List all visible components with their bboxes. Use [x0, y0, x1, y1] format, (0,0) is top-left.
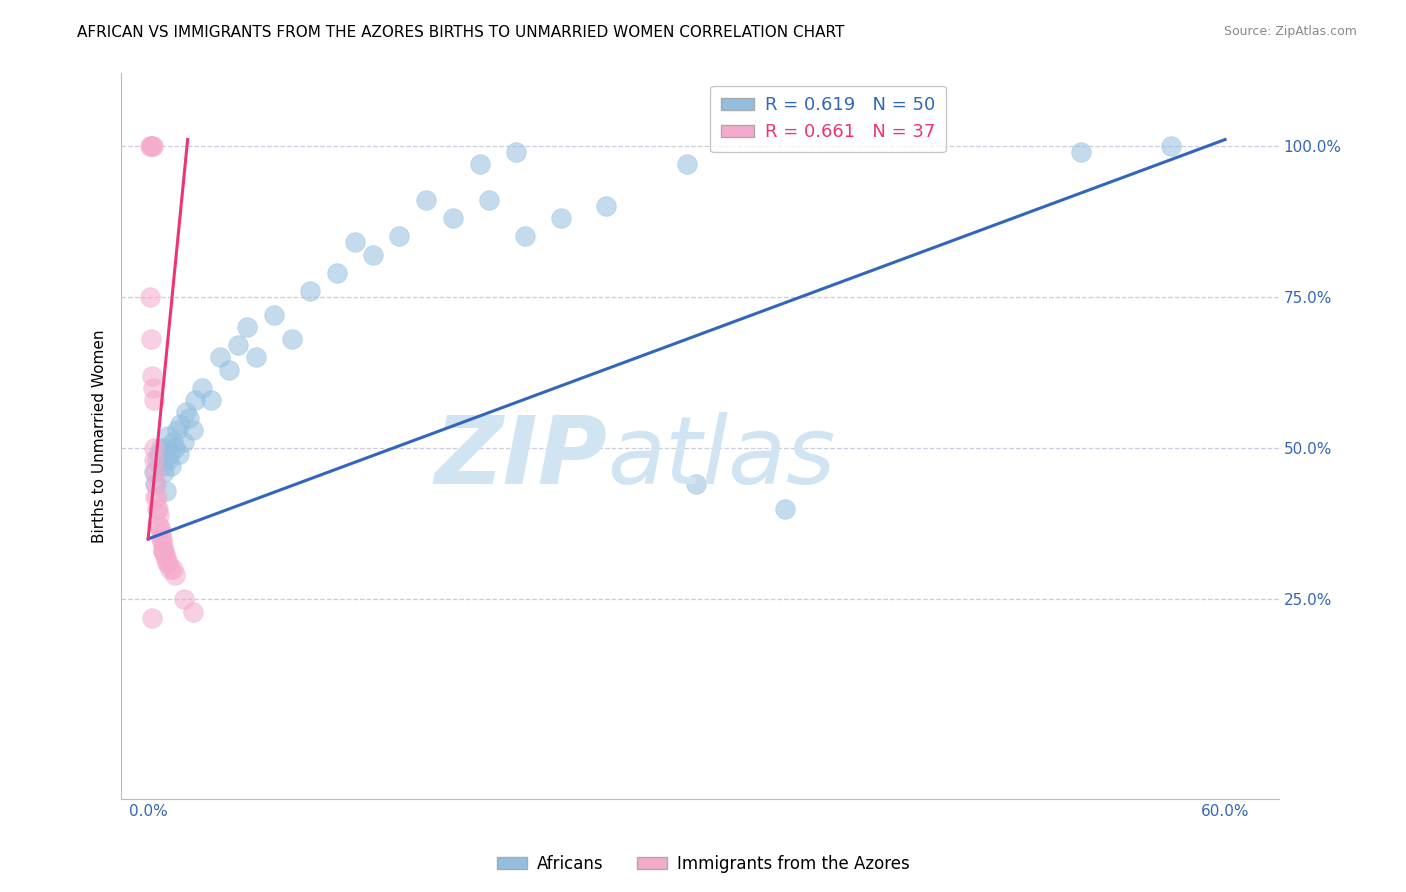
- Point: [181, 605, 204, 619]
- Point: [152, 544, 174, 558]
- Point: [141, 610, 163, 624]
- Point: [181, 423, 204, 437]
- Point: [441, 211, 464, 226]
- Point: [173, 592, 195, 607]
- Point: [156, 556, 179, 570]
- Point: [141, 138, 163, 153]
- Point: [159, 562, 181, 576]
- Point: [226, 338, 249, 352]
- Point: [148, 447, 170, 461]
- Point: [160, 459, 183, 474]
- Point: [167, 447, 190, 461]
- Point: [156, 556, 179, 570]
- Point: [146, 453, 169, 467]
- Point: [149, 525, 172, 540]
- Point: [775, 501, 797, 516]
- Point: [245, 351, 267, 365]
- Point: [143, 490, 166, 504]
- Point: [388, 229, 411, 244]
- Point: [218, 362, 240, 376]
- Point: [280, 332, 302, 346]
- Point: [139, 138, 162, 153]
- Point: [139, 138, 162, 153]
- Text: atlas: atlas: [607, 412, 835, 503]
- Point: [146, 490, 169, 504]
- Point: [169, 417, 191, 431]
- Point: [156, 429, 179, 443]
- Point: [148, 508, 170, 522]
- Legend: R = 0.619   N = 50, R = 0.661   N = 37: R = 0.619 N = 50, R = 0.661 N = 37: [710, 86, 946, 153]
- Point: [298, 284, 321, 298]
- Point: [173, 435, 195, 450]
- Point: [191, 381, 214, 395]
- Point: [142, 138, 165, 153]
- Point: [208, 351, 231, 365]
- Point: [361, 247, 384, 261]
- Point: [143, 453, 166, 467]
- Point: [415, 193, 437, 207]
- Point: [142, 381, 165, 395]
- Point: [1160, 138, 1182, 153]
- Point: [174, 405, 197, 419]
- Point: [149, 520, 172, 534]
- Point: [343, 235, 366, 250]
- Point: [162, 435, 184, 450]
- Point: [550, 211, 572, 226]
- Point: [139, 332, 162, 346]
- Point: [152, 459, 174, 474]
- Point: [145, 477, 167, 491]
- Point: [142, 466, 165, 480]
- Point: [505, 145, 527, 159]
- Point: [162, 562, 184, 576]
- Point: [470, 157, 492, 171]
- Point: [155, 483, 177, 498]
- Legend: Africans, Immigrants from the Azores: Africans, Immigrants from the Azores: [489, 848, 917, 880]
- Point: [142, 441, 165, 455]
- Point: [685, 477, 707, 491]
- Point: [478, 193, 501, 207]
- Point: [146, 501, 169, 516]
- Point: [513, 229, 536, 244]
- Point: [153, 544, 176, 558]
- Point: [149, 441, 172, 455]
- Point: [152, 538, 174, 552]
- Point: [155, 441, 177, 455]
- Point: [156, 453, 179, 467]
- Point: [143, 466, 166, 480]
- Point: [153, 466, 176, 480]
- Y-axis label: Births to Unmarried Women: Births to Unmarried Women: [93, 329, 107, 543]
- Point: [165, 441, 187, 455]
- Point: [142, 392, 165, 407]
- Point: [179, 411, 201, 425]
- Point: [236, 320, 259, 334]
- Text: ZIP: ZIP: [434, 412, 607, 504]
- Point: [148, 520, 170, 534]
- Point: [1070, 145, 1092, 159]
- Point: [149, 532, 172, 546]
- Point: [325, 266, 347, 280]
- Text: Source: ZipAtlas.com: Source: ZipAtlas.com: [1223, 25, 1357, 38]
- Point: [141, 368, 163, 383]
- Point: [152, 544, 174, 558]
- Point: [139, 290, 162, 304]
- Point: [159, 447, 181, 461]
- Point: [200, 392, 222, 407]
- Point: [146, 501, 169, 516]
- Point: [263, 308, 285, 322]
- Text: AFRICAN VS IMMIGRANTS FROM THE AZORES BIRTHS TO UNMARRIED WOMEN CORRELATION CHAR: AFRICAN VS IMMIGRANTS FROM THE AZORES BI…: [77, 25, 845, 40]
- Point: [166, 423, 188, 437]
- Point: [143, 477, 166, 491]
- Point: [155, 550, 177, 565]
- Point: [595, 199, 617, 213]
- Point: [153, 550, 176, 565]
- Point: [150, 532, 173, 546]
- Point: [165, 568, 187, 582]
- Point: [675, 157, 697, 171]
- Point: [184, 392, 207, 407]
